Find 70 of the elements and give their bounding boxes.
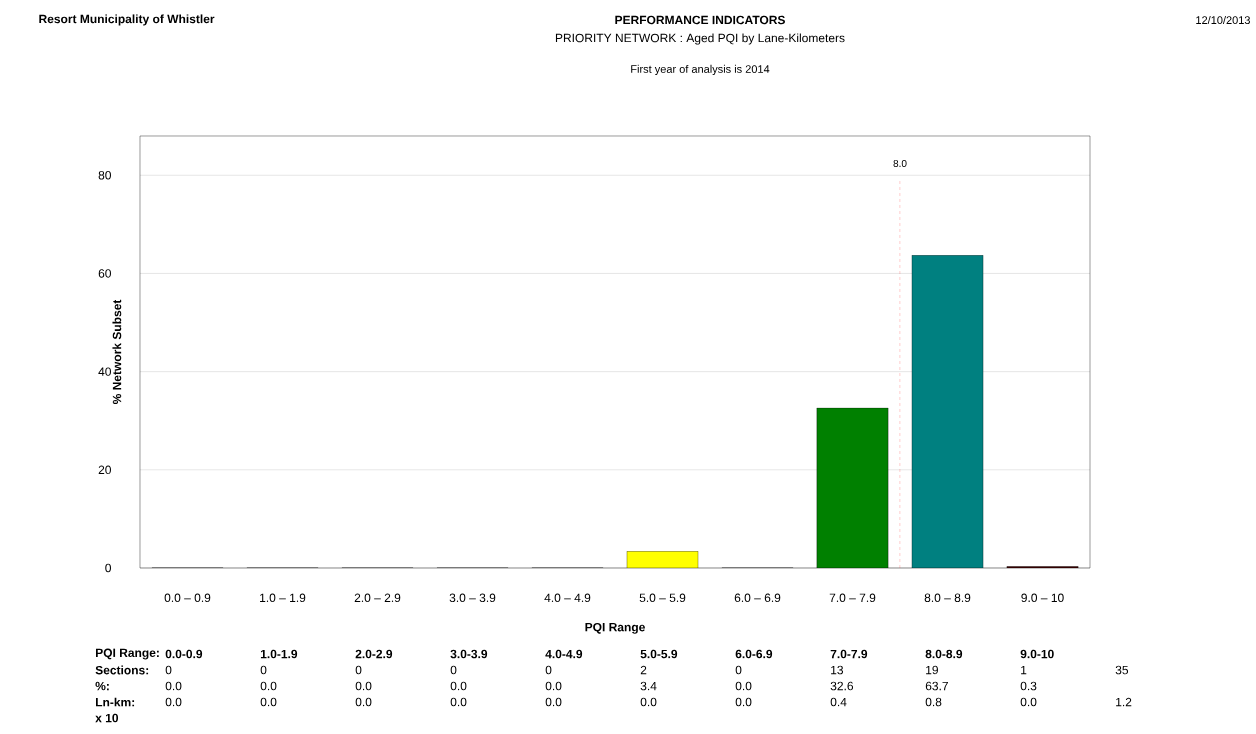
y-tick-label: 60	[98, 269, 111, 278]
text: 0	[165, 665, 172, 675]
data-label: 0.3	[1020, 681, 1037, 691]
data-label: 0.0	[165, 681, 182, 691]
text: 2	[640, 665, 647, 675]
text: 8.0-8.9	[925, 649, 963, 659]
x-axis-title: PQI Range	[585, 622, 645, 634]
data-label: 0.0	[355, 681, 372, 691]
data-label: 0.0	[450, 681, 467, 691]
text: Resort Municipality of Whistler	[39, 14, 215, 26]
y-tick-label: 0	[105, 563, 111, 573]
x-tick-label: 0.0 – 0.9	[164, 593, 211, 603]
text: 7.0-7.9	[830, 649, 868, 659]
text: 0	[355, 665, 362, 675]
y-tick-label: 20	[98, 465, 111, 475]
data-label: 3.4	[640, 681, 657, 691]
y-tick-label: 80	[98, 171, 111, 180]
chart-title: PERFORMANCE INDICATORS	[615, 15, 785, 25]
x-tick-label: 2.0 – 2.9	[354, 593, 401, 603]
x-tick-label: 5.0 – 5.9	[639, 593, 686, 603]
x-tick-label: 9.0 – 10	[1021, 593, 1064, 603]
text: %:	[95, 681, 109, 691]
x-tick-label: 1.0 – 1.9	[260, 593, 306, 603]
text: 1.0-1.9	[260, 649, 298, 659]
text: 35	[1115, 665, 1129, 675]
text: 0.0-0.9	[165, 649, 203, 659]
data-label: 63.7	[925, 681, 948, 691]
x-tick-label: 4.0 – 4.9	[544, 593, 591, 603]
text: 5.0-5.9	[640, 649, 678, 659]
text: 0	[450, 665, 457, 675]
text: 0.0	[1020, 697, 1037, 707]
text: 19	[926, 665, 938, 675]
data-label: 0.0	[260, 681, 277, 691]
text: 0	[545, 665, 552, 675]
data-label: 0.0	[735, 681, 752, 691]
text: 2.0-2.9	[355, 649, 393, 659]
y-tick-label: 40	[98, 367, 111, 376]
x-tick-label: 7.0 – 7.9	[829, 593, 876, 603]
text: 3.0-3.9	[450, 649, 488, 659]
text: 0.0	[640, 697, 657, 707]
text: 13	[831, 665, 844, 675]
text: 1.2	[1116, 697, 1132, 707]
text: 4.0-4.9	[545, 649, 583, 659]
x-tick-label: 8.0 – 8.9	[924, 593, 971, 603]
y-axis-title: % Network Subset	[112, 299, 122, 405]
text: 6.0-6.9	[735, 649, 773, 659]
data-label: 32.6	[830, 681, 854, 691]
text: 0.0	[355, 697, 372, 707]
text: 1	[1021, 665, 1027, 675]
text: 0.0	[165, 697, 182, 707]
text: 0.0	[450, 697, 467, 707]
text: 0.4	[830, 697, 847, 707]
text: First year of analysis is 2014	[631, 64, 770, 76]
text: x 10	[95, 713, 119, 723]
text: Ln-km:	[96, 697, 135, 707]
text: PQI Range:	[96, 648, 159, 660]
text: 9.0-10	[1020, 649, 1054, 659]
text: 0.0	[545, 697, 562, 707]
text: 0	[735, 665, 742, 675]
text: 0.0	[260, 697, 277, 707]
text: Sections:	[95, 665, 149, 675]
ref-line-label: 8.0	[893, 159, 907, 168]
chart-subtitle: PRIORITY NETWORK : Aged PQI by Lane-Kilometers	[555, 33, 845, 45]
text: 0.0	[735, 697, 752, 707]
x-tick-label: 3.0 – 3.9	[449, 593, 496, 603]
text: 0.8	[925, 697, 942, 707]
data-label: 0.0	[545, 681, 562, 691]
x-tick-label: 6.0 – 6.9	[734, 593, 781, 603]
text: 12/10/2013	[1196, 15, 1250, 25]
text: 0	[260, 665, 267, 675]
